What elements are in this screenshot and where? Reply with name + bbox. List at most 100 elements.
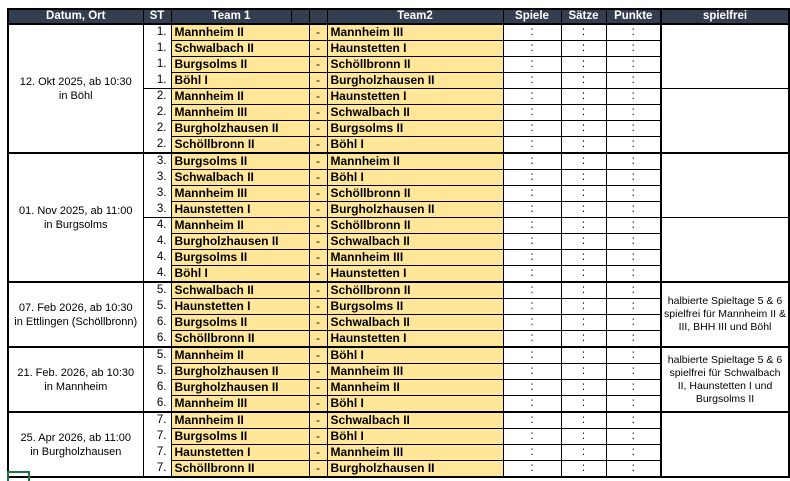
spiele-score-cell[interactable]: : [502,265,562,283]
spiele-score-cell[interactable]: : [502,136,562,154]
team1-cell[interactable]: Burgsolms II [170,56,310,73]
team1-cell[interactable]: Mannheim II [170,346,310,364]
team2-cell[interactable]: Haunstetten I [326,40,504,57]
saetze-score-cell[interactable]: : [560,428,607,445]
team1-cell[interactable]: Mannheim II [170,217,310,234]
saetze-score-cell[interactable]: : [560,56,607,73]
punkte-score-cell[interactable]: : [605,346,662,364]
punkte-score-cell[interactable]: : [605,40,662,57]
team1-cell[interactable]: Burgsolms II [170,249,310,266]
saetze-score-cell[interactable]: : [560,314,607,331]
spiele-score-cell[interactable]: : [502,298,562,315]
team2-cell[interactable]: Böhl I [326,346,504,364]
team2-cell[interactable]: Schöllbronn II [326,281,504,299]
team2-cell[interactable]: Schwalbach II [326,411,504,429]
saetze-score-cell[interactable]: : [560,249,607,266]
saetze-score-cell[interactable]: : [560,363,607,380]
team2-cell[interactable]: Schöllbronn II [326,217,504,234]
team2-cell[interactable]: Burgholzhausen II [326,460,504,478]
spiele-score-cell[interactable]: : [502,185,562,202]
punkte-score-cell[interactable]: : [605,169,662,186]
punkte-score-cell[interactable]: : [605,185,662,202]
team1-cell[interactable]: Böhl I [170,72,310,89]
saetze-score-cell[interactable]: : [560,104,607,121]
team1-cell[interactable]: Böhl I [170,265,310,283]
saetze-score-cell[interactable]: : [560,379,607,396]
spiele-score-cell[interactable]: : [502,460,562,478]
team1-cell[interactable]: Burgholzhausen II [170,363,310,380]
team2-cell[interactable]: Schwalbach II [326,314,504,331]
spiele-score-cell[interactable]: : [502,169,562,186]
punkte-score-cell[interactable]: : [605,88,662,105]
punkte-score-cell[interactable]: : [605,120,662,137]
team2-cell[interactable]: Haunstetten I [326,265,504,283]
spiele-score-cell[interactable]: : [502,249,562,266]
spiele-score-cell[interactable]: : [502,314,562,331]
team2-cell[interactable]: Schwalbach II [326,104,504,121]
team1-cell[interactable]: Mannheim III [170,395,310,413]
team1-cell[interactable]: Burgsolms II [170,152,310,170]
saetze-score-cell[interactable]: : [560,88,607,105]
spiele-score-cell[interactable]: : [502,411,562,429]
team1-cell[interactable]: Schwalbach II [170,169,310,186]
team1-cell[interactable]: Schöllbronn II [170,330,310,348]
saetze-score-cell[interactable]: : [560,185,607,202]
saetze-score-cell[interactable]: : [560,152,607,170]
spiele-score-cell[interactable]: : [502,363,562,380]
team2-cell[interactable]: Böhl I [326,136,504,154]
spiele-score-cell[interactable]: : [502,346,562,364]
team1-cell[interactable]: Schöllbronn II [170,460,310,478]
team1-cell[interactable]: Haunstetten I [170,201,310,218]
team1-cell[interactable]: Mannheim III [170,185,310,202]
saetze-score-cell[interactable]: : [560,330,607,348]
punkte-score-cell[interactable]: : [605,249,662,266]
team2-cell[interactable]: Mannheim III [326,249,504,266]
team2-cell[interactable]: Haunstetten I [326,330,504,348]
punkte-score-cell[interactable]: : [605,265,662,283]
team2-cell[interactable]: Haunstetten I [326,88,504,105]
punkte-score-cell[interactable]: : [605,363,662,380]
spiele-score-cell[interactable]: : [502,88,562,105]
team2-cell[interactable]: Mannheim III [326,23,504,41]
team2-cell[interactable]: Schwalbach II [326,233,504,250]
team2-cell[interactable]: Böhl I [326,169,504,186]
team2-cell[interactable]: Mannheim III [326,444,504,461]
spiele-score-cell[interactable]: : [502,428,562,445]
team1-cell[interactable]: Haunstetten I [170,298,310,315]
team1-cell[interactable]: Mannheim II [170,23,310,41]
spiele-score-cell[interactable]: : [502,281,562,299]
punkte-score-cell[interactable]: : [605,314,662,331]
spiele-score-cell[interactable]: : [502,217,562,234]
spiele-score-cell[interactable]: : [502,395,562,413]
punkte-score-cell[interactable]: : [605,460,662,478]
team2-cell[interactable]: Schöllbronn II [326,185,504,202]
team1-cell[interactable]: Schöllbronn II [170,136,310,154]
spiele-score-cell[interactable]: : [502,233,562,250]
team1-cell[interactable]: Burgholzhausen II [170,379,310,396]
spiele-score-cell[interactable]: : [502,72,562,89]
saetze-score-cell[interactable]: : [560,298,607,315]
spiele-score-cell[interactable]: : [502,330,562,348]
punkte-score-cell[interactable]: : [605,330,662,348]
team2-cell[interactable]: Burgsolms II [326,120,504,137]
saetze-score-cell[interactable]: : [560,201,607,218]
punkte-score-cell[interactable]: : [605,395,662,413]
team1-cell[interactable]: Burgholzhausen II [170,120,310,137]
team1-cell[interactable]: Burgsolms II [170,428,310,445]
saetze-score-cell[interactable]: : [560,460,607,478]
saetze-score-cell[interactable]: : [560,72,607,89]
saetze-score-cell[interactable]: : [560,444,607,461]
punkte-score-cell[interactable]: : [605,217,662,234]
punkte-score-cell[interactable]: : [605,136,662,154]
team1-cell[interactable]: Schwalbach II [170,40,310,57]
spiele-score-cell[interactable]: : [502,23,562,41]
team2-cell[interactable]: Böhl I [326,428,504,445]
spiele-score-cell[interactable]: : [502,379,562,396]
team2-cell[interactable]: Burgsolms II [326,298,504,315]
saetze-score-cell[interactable]: : [560,346,607,364]
team2-cell[interactable]: Mannheim II [326,152,504,170]
team1-cell[interactable]: Schwalbach II [170,281,310,299]
team1-cell[interactable]: Burgsolms II [170,314,310,331]
team1-cell[interactable]: Mannheim III [170,104,310,121]
team1-cell[interactable]: Haunstetten I [170,444,310,461]
